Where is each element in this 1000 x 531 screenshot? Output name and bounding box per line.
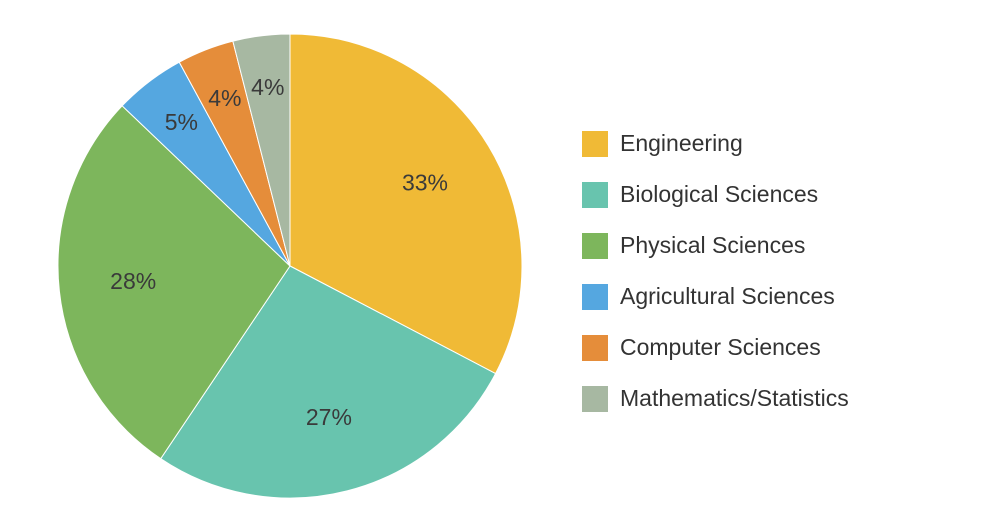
legend-swatch-biological-sciences [582,181,608,208]
pie-slice-mathematics-statistics [232,33,291,267]
legend-swatch-computer-sciences [582,334,608,361]
legend-label-physical-sciences: Physical Sciences [620,232,806,258]
legend-swatch-agricultural-sciences [582,283,608,310]
legend-label-agricultural-sciences: Agricultural Sciences [620,283,835,309]
pie-label-computer-sciences: 4% [208,85,241,111]
pie-slice-biological-sciences [160,265,497,499]
legend-label-biological-sciences: Biological Sciences [620,181,819,207]
legend-item-engineering: Engineering [582,118,849,169]
legend-item-biological-sciences: Biological Sciences [582,169,849,220]
pie-label-mathematics-statistics: 4% [251,74,284,100]
legend-label-mathematics-statistics: Mathematics/Statistics [620,385,849,411]
legend-item-agricultural-sciences: Agricultural Sciences [582,271,849,322]
legend-item-mathematics-statistics: Mathematics/Statistics [582,373,849,424]
legend-swatch-mathematics-statistics [582,385,608,412]
legend: Engineering Biological Sciences Physical… [582,118,849,424]
legend-swatch-engineering [582,130,608,157]
pie-label-agricultural-sciences: 5% [165,109,198,135]
pie-slice-engineering [289,33,523,375]
pie-label-physical-sciences: 28% [110,268,156,294]
pie-slices [57,33,523,499]
legend-item-computer-sciences: Computer Sciences [582,322,849,373]
pie-label-engineering: 33% [402,169,448,195]
legend-label-engineering: Engineering [620,130,743,156]
pie-slice-physical-sciences [57,105,291,460]
pie-slice-labels: 33% 27% 28% 5% 4% 4% [110,74,448,430]
legend-item-physical-sciences: Physical Sciences [582,220,849,271]
legend-swatch-physical-sciences [582,232,608,259]
legend-label-computer-sciences: Computer Sciences [620,334,821,360]
pie-label-biological-sciences: 27% [306,404,352,430]
